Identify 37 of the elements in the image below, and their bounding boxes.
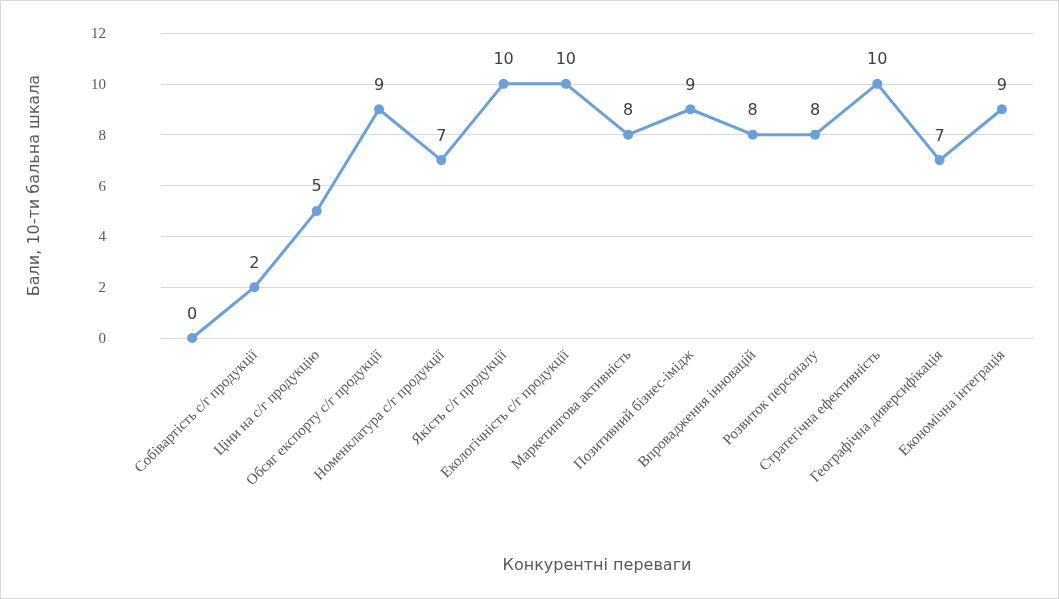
point xyxy=(747,129,758,140)
point xyxy=(374,104,384,115)
point xyxy=(623,129,634,140)
data-label: 8 xyxy=(747,100,758,120)
data-label: 9 xyxy=(373,74,385,94)
data-label: 5 xyxy=(311,176,322,196)
point xyxy=(996,104,1007,115)
data-label: 9 xyxy=(996,74,1007,94)
data-label: 7 xyxy=(436,125,447,145)
y-tick-label: 6 xyxy=(98,177,107,194)
y-tick-label: 8 xyxy=(98,126,106,143)
point xyxy=(498,78,509,89)
y-tick-label: 12 xyxy=(91,25,106,41)
data-label: 8 xyxy=(623,100,634,120)
x-axis-title: Конкурентні переваги xyxy=(502,554,692,574)
data-label: 7 xyxy=(934,125,945,145)
data-label: 10 xyxy=(555,49,577,69)
data-label: 0 xyxy=(187,303,198,323)
y-tick-label: 10 xyxy=(91,75,106,92)
y-tick-label: 4 xyxy=(98,228,107,245)
point xyxy=(187,333,198,343)
data-label: 10 xyxy=(867,49,888,69)
point xyxy=(249,282,260,293)
point xyxy=(436,155,447,166)
point xyxy=(560,78,571,89)
data-label: 9 xyxy=(685,74,696,94)
point xyxy=(872,78,883,89)
point xyxy=(311,205,322,216)
point xyxy=(934,155,945,166)
y-tick-label: 2 xyxy=(98,279,106,296)
y-axis-title: Бали, 10-ти бальна шкала xyxy=(23,74,43,297)
y-tick-label: 0 xyxy=(98,330,106,346)
point xyxy=(685,104,696,115)
data-label: 2 xyxy=(249,252,260,272)
point xyxy=(810,129,820,140)
data-label: 8 xyxy=(809,100,821,120)
data-label: 10 xyxy=(493,49,514,69)
